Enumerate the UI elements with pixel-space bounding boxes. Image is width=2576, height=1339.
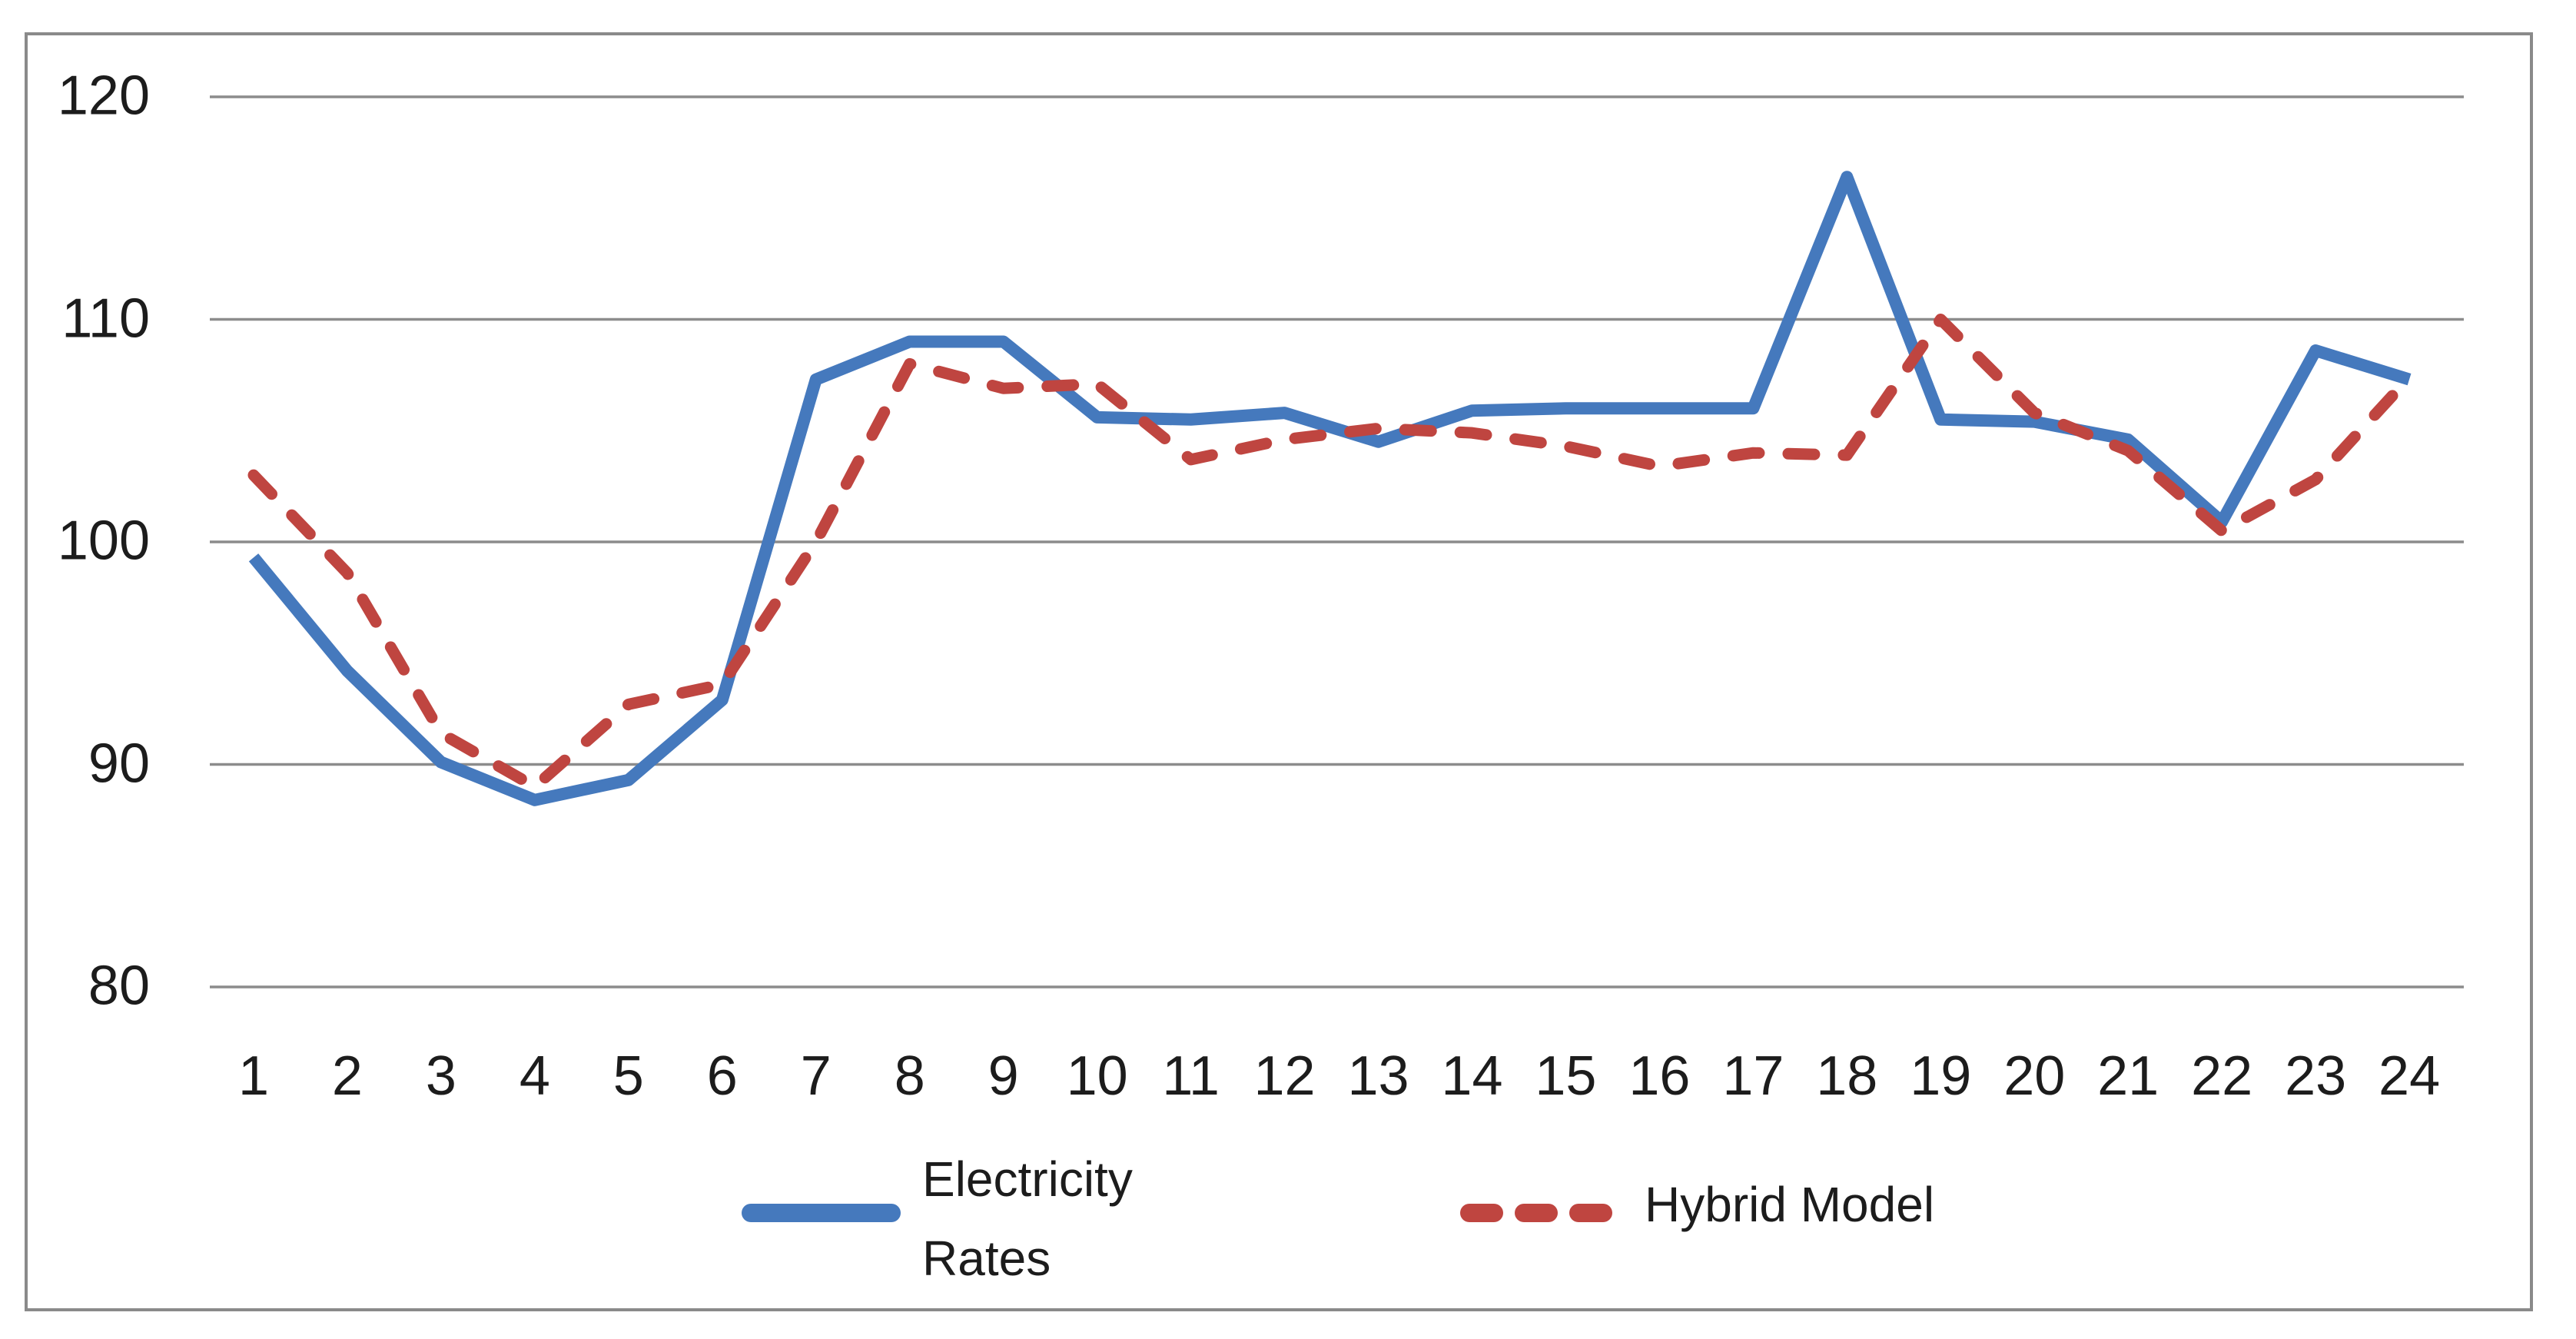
x-tick-label-18: 18 <box>1816 1045 1878 1107</box>
x-tick-label-3: 3 <box>425 1045 456 1107</box>
x-tick-label-14: 14 <box>1441 1045 1503 1107</box>
x-tick-label-15: 15 <box>1535 1045 1597 1107</box>
x-tick-label-6: 6 <box>706 1045 738 1107</box>
x-tick-label-1: 1 <box>237 1045 270 1107</box>
x-tick-label-23: 23 <box>2285 1045 2347 1107</box>
x-tick-label-12: 12 <box>1253 1045 1316 1107</box>
series-line-electricity-rates <box>248 171 2412 806</box>
chart-frame <box>25 32 2533 1311</box>
x-tick-label-19: 19 <box>1910 1045 1972 1107</box>
x-tick-label-9: 9 <box>988 1045 1019 1107</box>
x-tick-label-10: 10 <box>1066 1045 1128 1107</box>
y-tick-label-100: 100 <box>57 510 150 572</box>
y-tick-label-80: 80 <box>88 955 150 1017</box>
x-tick-label-13: 13 <box>1347 1045 1409 1107</box>
x-tick-label-17: 17 <box>1722 1045 1784 1107</box>
gridlines <box>210 95 2464 988</box>
series-line-hybrid-model <box>247 314 2415 792</box>
x-tick-label-16: 16 <box>1628 1045 1691 1107</box>
x-tick-label-4: 4 <box>519 1045 550 1107</box>
x-tick-label-20: 20 <box>2003 1045 2066 1107</box>
x-tick-label-7: 7 <box>800 1045 832 1107</box>
x-tick-label-22: 22 <box>2191 1045 2253 1107</box>
y-tick-label-90: 90 <box>88 732 150 794</box>
y-tick-label-110: 110 <box>61 287 150 349</box>
x-tick-label-2: 2 <box>331 1045 363 1107</box>
x-tick-label-5: 5 <box>612 1045 644 1107</box>
x-tick-label-24: 24 <box>2378 1045 2441 1107</box>
x-tick-label-8: 8 <box>894 1045 925 1107</box>
series-lines <box>247 171 2415 806</box>
x-tick-label-11: 11 <box>1162 1045 1220 1107</box>
x-tick-label-21: 21 <box>2097 1045 2159 1107</box>
y-tick-label-120: 120 <box>57 65 150 127</box>
